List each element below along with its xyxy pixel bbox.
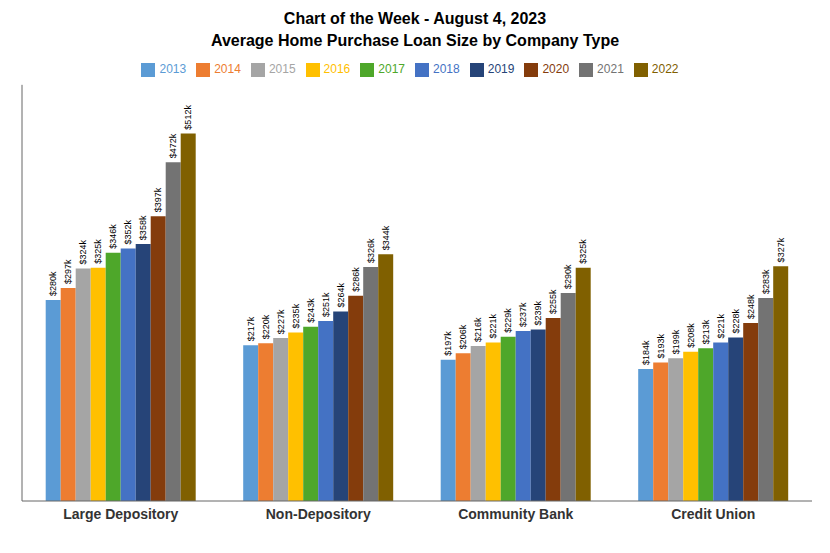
svg-text:Non-Depository: Non-Depository: [266, 506, 371, 522]
svg-text:$327k: $327k: [776, 237, 786, 262]
svg-text:$297k: $297k: [63, 259, 73, 284]
svg-text:$326k: $326k: [366, 238, 376, 263]
svg-text:$228k: $228k: [731, 308, 741, 333]
svg-text:$193k: $193k: [656, 333, 666, 358]
svg-text:$208k: $208k: [686, 323, 696, 348]
svg-text:$206k: $206k: [458, 324, 468, 349]
svg-text:$229k: $229k: [503, 308, 513, 333]
html-text:2020: 2020: [542, 62, 570, 76]
svg-text:$243k: $243k: [306, 298, 316, 323]
svg-text:$512k: $512k: [183, 105, 193, 130]
html-text:Average Home Purchase Loan Siz: Average Home Purchase Loan Size by Compa…: [210, 32, 620, 49]
svg-text:$325k: $325k: [578, 239, 588, 264]
svg-text:$221k: $221k: [716, 313, 726, 338]
svg-text:$346k: $346k: [108, 224, 118, 249]
svg-text:$280k: $280k: [48, 271, 58, 296]
svg-text:Community Bank: Community Bank: [458, 506, 573, 522]
svg-text:$358k: $358k: [138, 215, 148, 240]
html-text:2019: 2019: [487, 62, 515, 76]
svg-text:$199k: $199k: [671, 329, 681, 354]
svg-text:$324k: $324k: [78, 239, 88, 264]
svg-text:$290k: $290k: [563, 264, 573, 289]
svg-text:$213k: $213k: [701, 319, 711, 344]
svg-text:$397k: $397k: [153, 187, 163, 212]
svg-text:$248k: $248k: [746, 294, 756, 319]
svg-text:$221k: $221k: [488, 313, 498, 338]
svg-text:$264k: $264k: [336, 283, 346, 308]
svg-text:$220k: $220k: [261, 314, 271, 339]
html-text:2022: 2022: [651, 62, 679, 76]
svg-text:$286k: $286k: [351, 267, 361, 292]
svg-text:$325k: $325k: [93, 239, 103, 264]
html-text:2017: 2017: [378, 62, 405, 76]
svg-text:$344k: $344k: [381, 225, 391, 250]
html-text:2016: 2016: [323, 62, 351, 76]
svg-text:$472k: $472k: [168, 133, 178, 158]
html-text:2015: 2015: [268, 62, 296, 76]
svg-text:$217k: $217k: [246, 316, 256, 341]
html-text:2014: 2014: [214, 62, 241, 76]
svg-text:$216k: $216k: [473, 317, 483, 342]
svg-text:$352k: $352k: [123, 219, 133, 244]
svg-text:$283k: $283k: [761, 269, 771, 294]
html-text:2013: 2013: [159, 62, 187, 76]
svg-text:$184k: $184k: [641, 340, 651, 365]
html-text:2018: 2018: [433, 62, 460, 76]
svg-text:$235k: $235k: [291, 303, 301, 328]
svg-text:$197k: $197k: [443, 331, 453, 356]
svg-text:$239k: $239k: [533, 300, 543, 325]
svg-text:Credit Union: Credit Union: [671, 506, 755, 522]
svg-text:$251k: $251k: [321, 292, 331, 317]
svg-text:Large Depository: Large Depository: [63, 506, 178, 522]
html-text:2021: 2021: [597, 62, 624, 76]
html-text:Chart of the Week - August 4,: Chart of the Week - August 4, 2023: [283, 10, 547, 27]
svg-text:$237k: $237k: [518, 302, 528, 327]
svg-text:$227k: $227k: [276, 309, 286, 334]
svg-text:$255k: $255k: [548, 289, 558, 314]
